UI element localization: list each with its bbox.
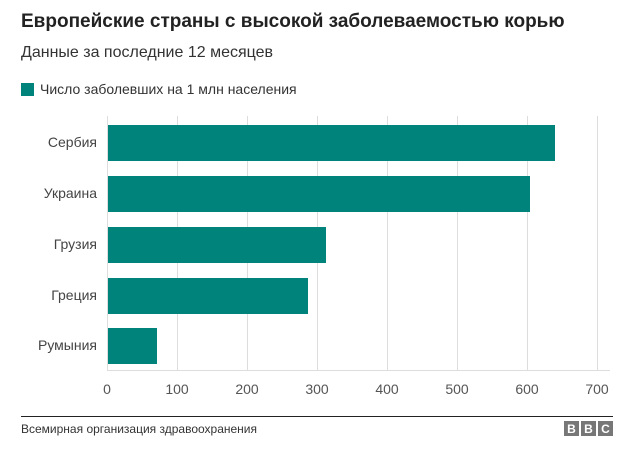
gridline — [527, 116, 528, 371]
bar — [108, 176, 531, 212]
x-tick-label: 300 — [305, 381, 329, 397]
x-axis-line — [107, 370, 610, 371]
legend: Число заболевших на 1 млн населения — [21, 81, 297, 97]
legend-label: Число заболевших на 1 млн населения — [40, 81, 297, 97]
footer-divider — [21, 416, 613, 417]
category-label: Украина — [43, 185, 97, 201]
x-tick-label: 600 — [515, 381, 539, 397]
x-tick-label: 0 — [103, 381, 111, 397]
x-tick-label: 200 — [235, 381, 259, 397]
gridline — [387, 116, 388, 371]
x-tick-label: 500 — [445, 381, 469, 397]
chart-subtitle: Данные за последние 12 месяцев — [21, 44, 274, 61]
source-text: Всемирная организация здравоохранения — [21, 422, 258, 436]
gridline — [457, 116, 458, 371]
gridline — [597, 116, 598, 371]
bar — [108, 328, 157, 364]
category-label: Румыния — [37, 337, 97, 353]
x-tick-label: 700 — [585, 381, 609, 397]
bar — [108, 227, 326, 263]
chart-title: Европейские страны с высокой заболеваемо… — [21, 11, 565, 32]
category-label: Грузия — [53, 236, 97, 252]
bar — [108, 125, 556, 161]
x-tick-label: 100 — [165, 381, 189, 397]
bar — [108, 278, 309, 314]
legend-swatch — [21, 82, 34, 96]
gridline — [107, 116, 108, 371]
x-tick-label: 400 — [375, 381, 399, 397]
category-label: Сербия — [47, 134, 97, 150]
bbc-logo: B B C — [564, 421, 613, 436]
category-label: Греция — [51, 287, 97, 303]
